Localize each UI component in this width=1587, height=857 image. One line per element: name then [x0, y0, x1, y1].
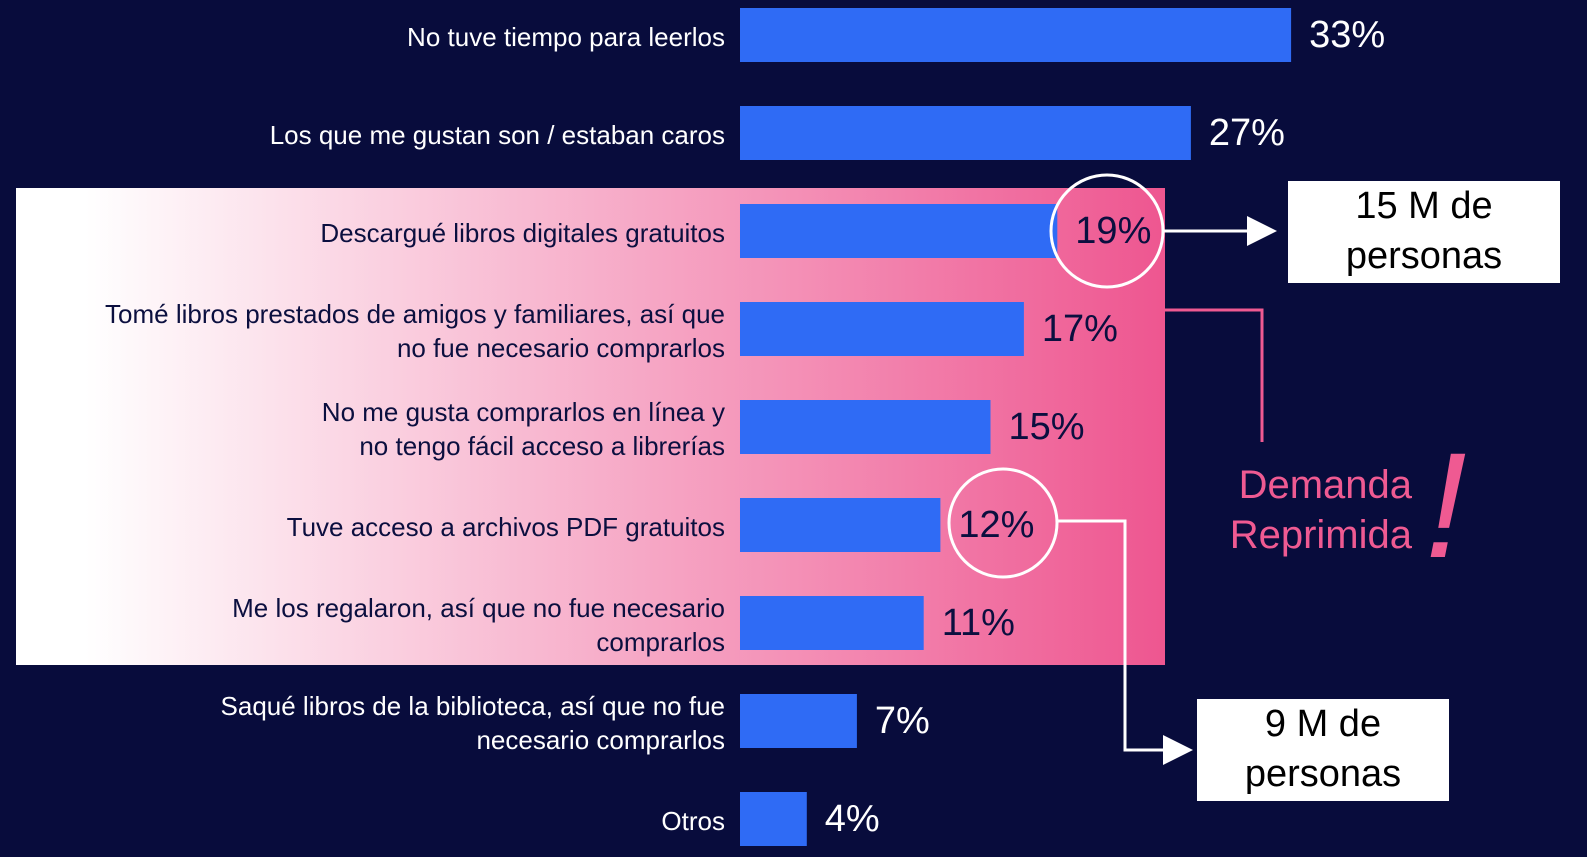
value-label: 33%: [1309, 14, 1386, 56]
value-label: 12%: [958, 504, 1035, 546]
arrow: [1057, 519, 1193, 765]
category-label: No me gusta comprarlos en línea y no ten…: [321, 397, 725, 461]
bar: [740, 106, 1191, 160]
annotation-box: 9 M de personas: [1197, 699, 1449, 801]
bar: [740, 400, 991, 454]
category-label: Descargué libros digitales gratuitos: [320, 218, 725, 248]
category-label: Otros: [661, 806, 725, 836]
bar: [740, 204, 1058, 258]
bar: [740, 792, 807, 846]
value-label: 4%: [824, 798, 880, 840]
bar: [740, 694, 857, 748]
bracket: [1165, 308, 1264, 442]
category-label: Tuve acceso a archivos PDF gratuitos: [286, 512, 725, 542]
bar: [740, 302, 1024, 356]
annotation: Demanda Reprimida: [1229, 463, 1412, 557]
highlight-circle: [947, 467, 1059, 579]
category-label: No tuve tiempo para leerlos: [407, 22, 725, 52]
annotation: !: [1425, 421, 1467, 589]
bar: [740, 8, 1292, 62]
bar: [740, 596, 924, 650]
category-label: Saqué libros de la biblioteca, así que n…: [220, 691, 725, 755]
value-label: 15%: [1008, 406, 1085, 448]
bar: [740, 498, 941, 552]
annotation-box: 15 M de personas: [1288, 181, 1560, 283]
category-label: Me los regalaron, así que no fue necesar…: [232, 593, 725, 657]
value-label: 17%: [1041, 308, 1118, 350]
value-label: 11%: [941, 602, 1015, 644]
value-label: 19%: [1075, 210, 1152, 252]
category-label: Los que me gustan son / estaban caros: [269, 120, 725, 150]
category-label: Tomé libros prestados de amigos y famili…: [105, 299, 725, 363]
value-label: 27%: [1208, 112, 1285, 154]
value-label: 7%: [874, 700, 930, 742]
